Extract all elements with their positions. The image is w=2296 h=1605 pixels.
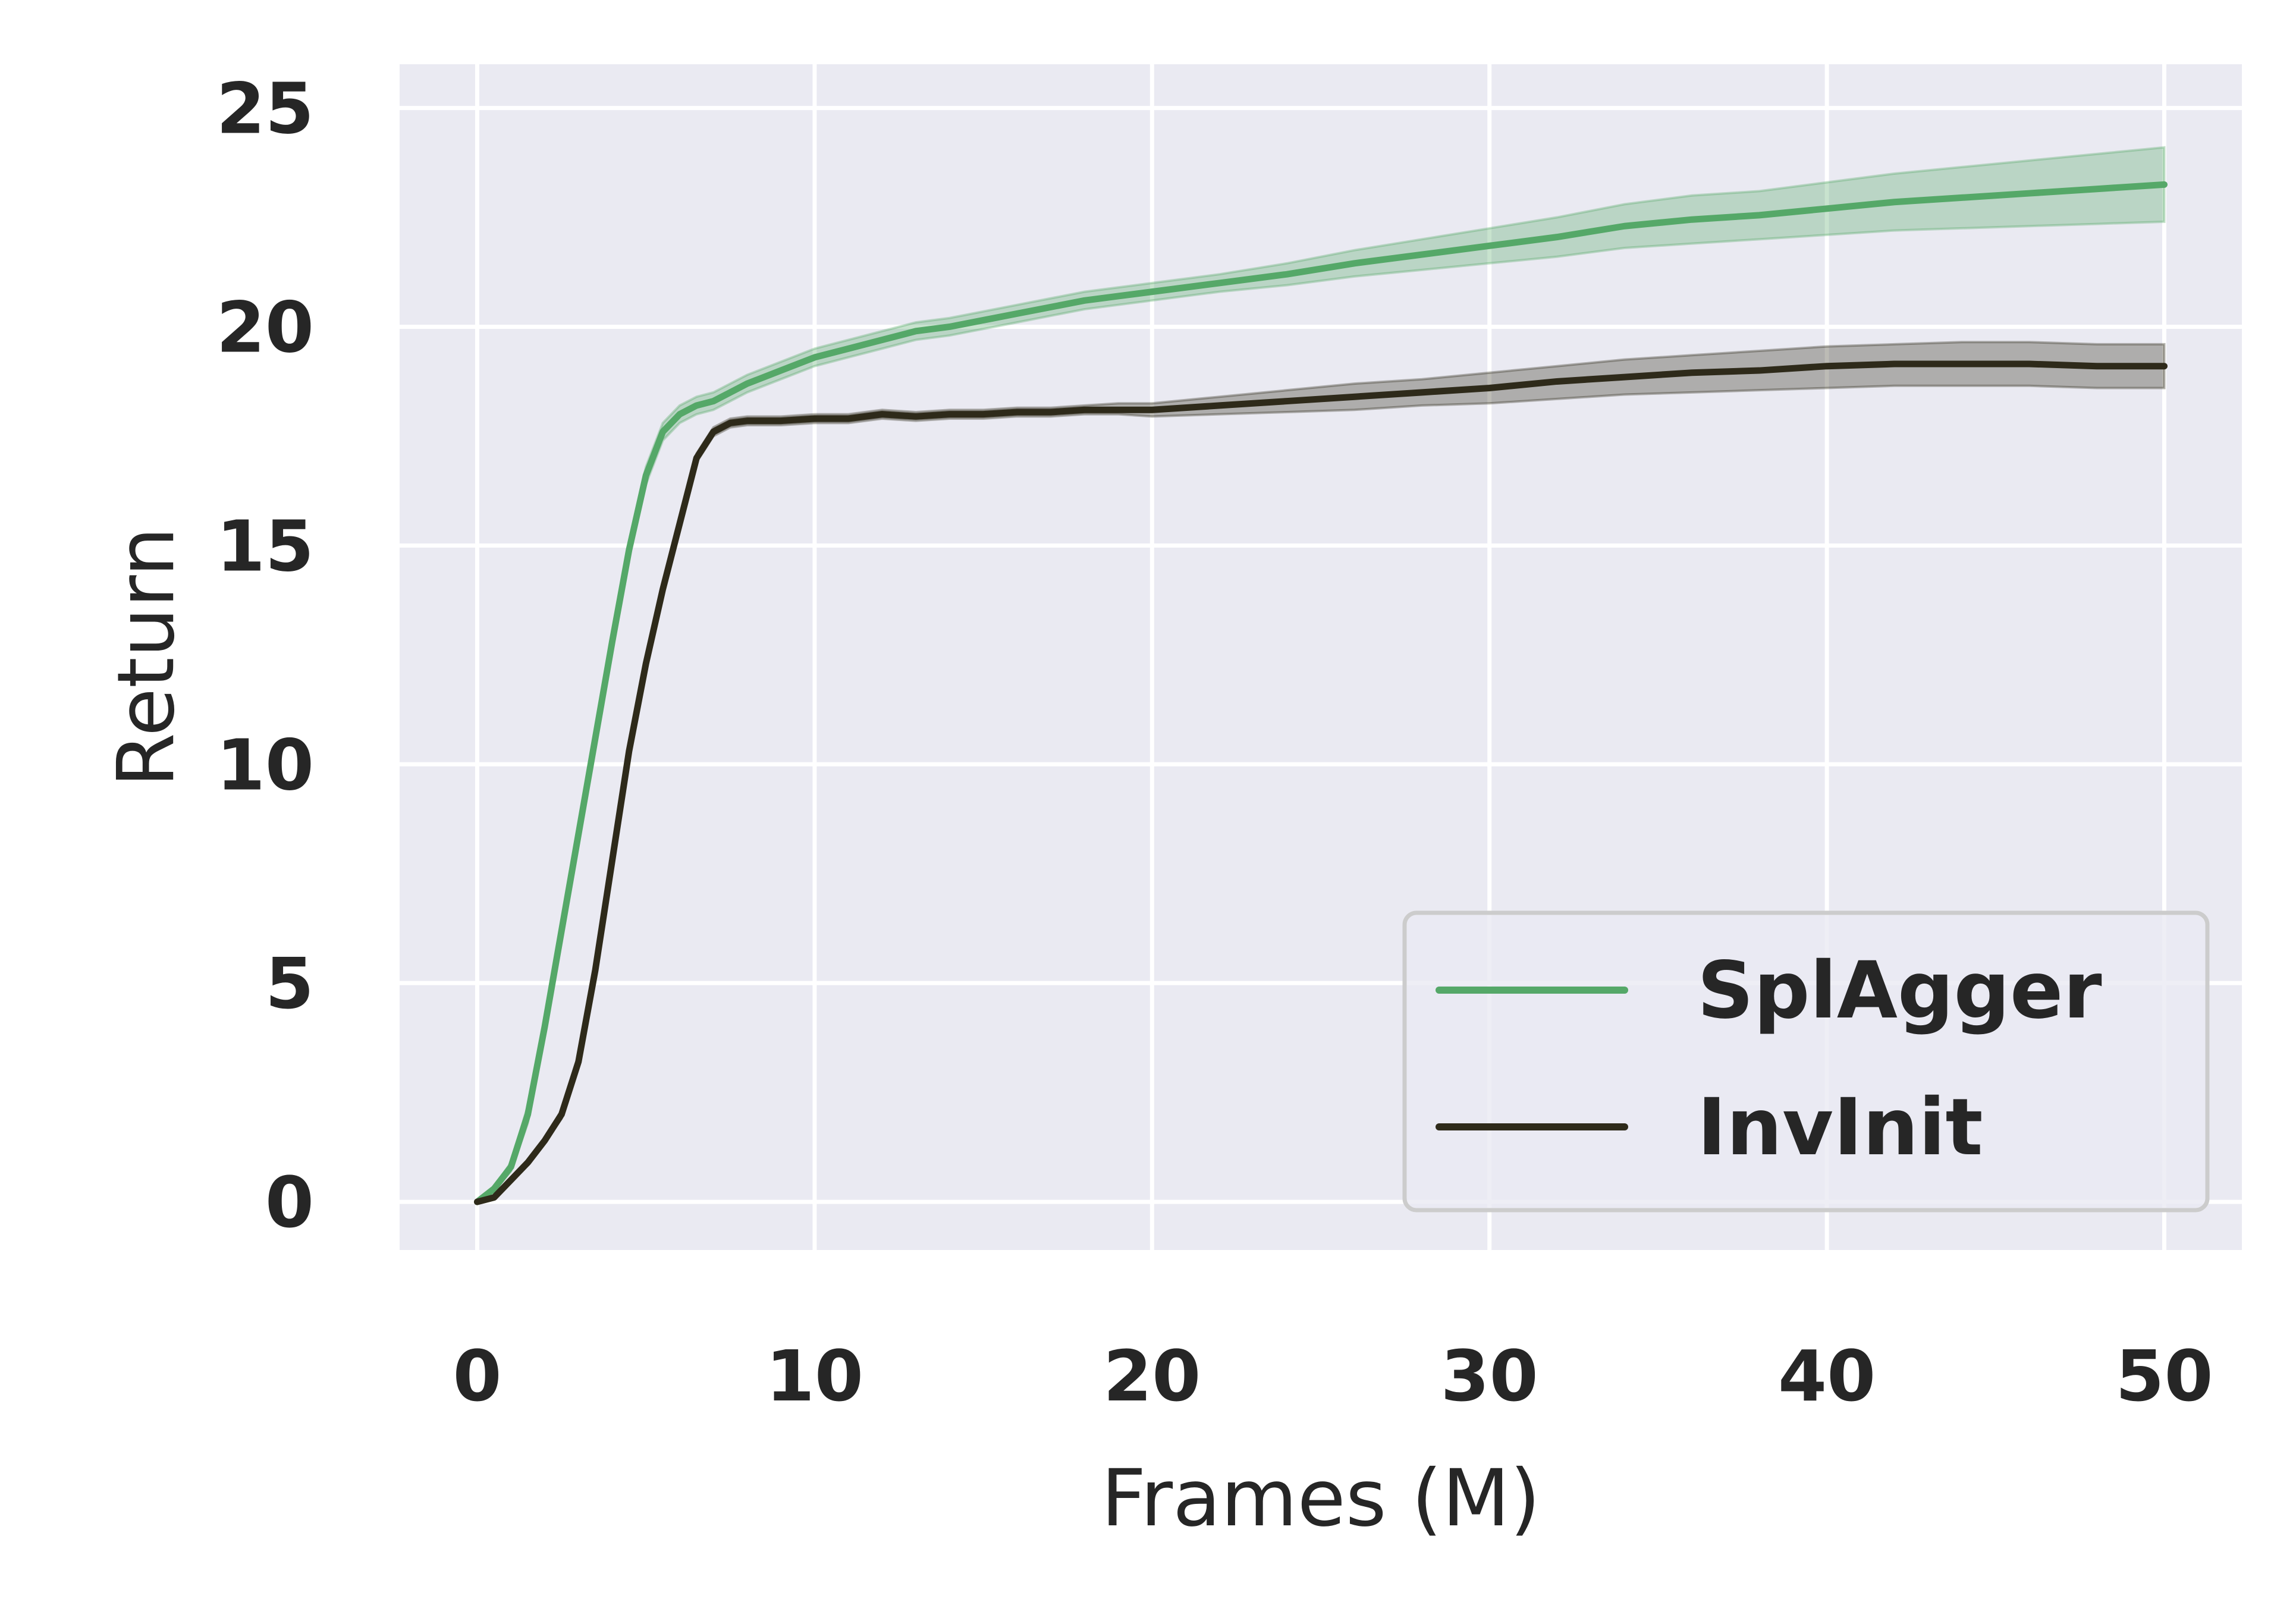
- series-line-splagger: [474, 181, 2168, 1205]
- x-tick-label: 10: [766, 1335, 863, 1417]
- legend-label-invinit: InvInit: [1697, 1082, 1983, 1173]
- x-tick-label: 0: [453, 1335, 501, 1417]
- x-tick-label: 20: [1103, 1335, 1201, 1417]
- legend: SplAgger InvInit: [1402, 910, 2210, 1213]
- x-tick-labels: 0 10 20 30 40 50: [453, 1335, 2213, 1417]
- series-lines: [474, 181, 2168, 1205]
- series-line-invinit: [474, 360, 2168, 1205]
- y-axis-label: Return: [100, 527, 192, 787]
- y-tick-label: 15: [216, 505, 314, 587]
- x-axis-label: Frames (M): [1101, 1453, 1541, 1544]
- x-tick-label: 50: [2115, 1335, 2213, 1417]
- x-tick-label: 30: [1441, 1335, 1538, 1417]
- y-tick-label: 10: [216, 724, 314, 806]
- y-tick-labels: 0 5 10 15 20 25: [216, 68, 314, 1243]
- y-tick-label: 0: [265, 1161, 314, 1243]
- y-tick-label: 5: [265, 943, 314, 1025]
- x-tick-label: 40: [1778, 1335, 1876, 1417]
- legend-label-splagger: SplAgger: [1697, 945, 2102, 1037]
- grid-lines: [400, 64, 2242, 1250]
- y-tick-label: 20: [216, 286, 314, 368]
- y-tick-label: 25: [216, 68, 314, 150]
